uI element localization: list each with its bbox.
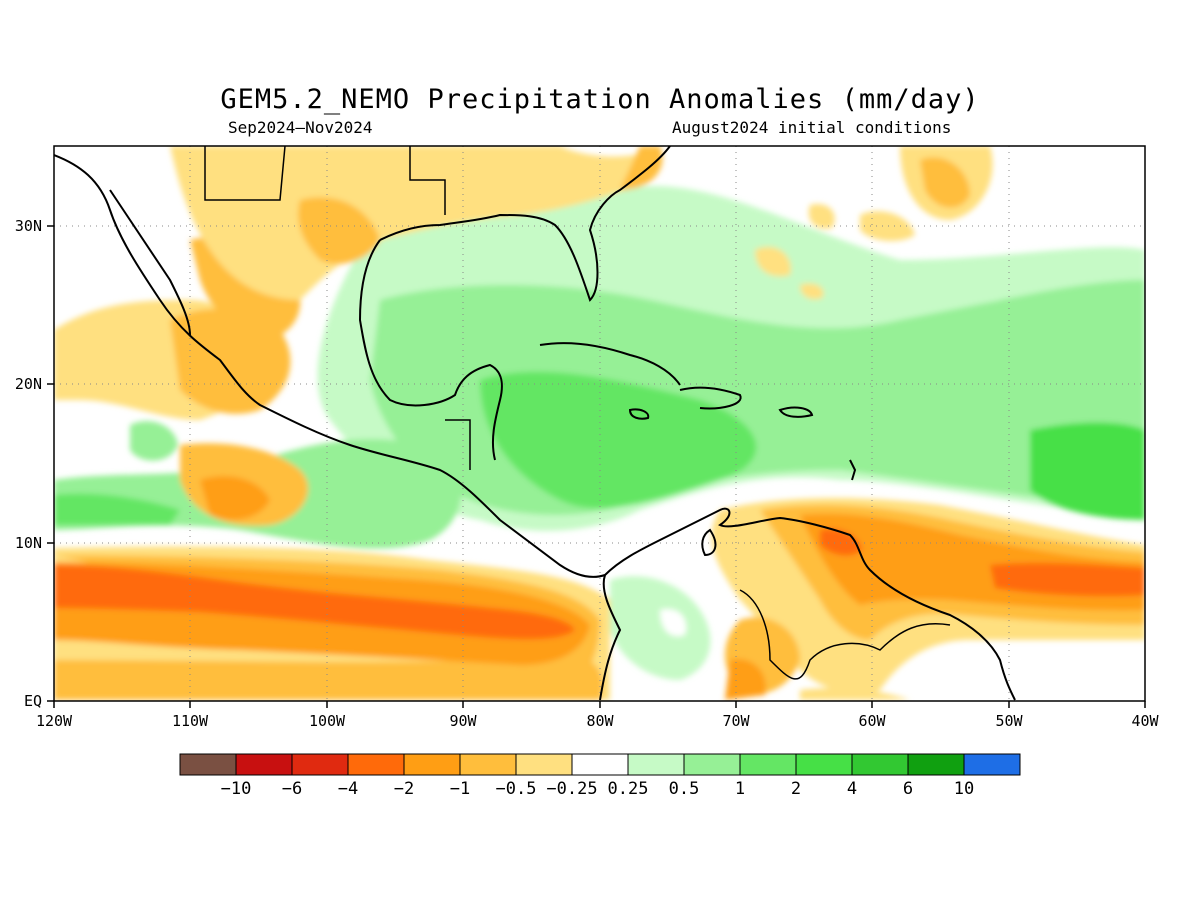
x-tick-label: 40W xyxy=(1131,712,1159,730)
x-tick-label: 100W xyxy=(309,712,346,730)
x-tick-label: 120W xyxy=(36,712,73,730)
x-tick-label: 60W xyxy=(858,712,886,730)
colorbar-label: −0.5 xyxy=(496,779,537,799)
colorbar-swatch xyxy=(235,753,293,776)
colorbar: −10 −6 −4 −2 −1 −0.5 −0.25 0.25 0.5 1 2 4 6 10 xyxy=(179,753,1021,799)
colorbar-swatch xyxy=(627,753,685,776)
coastlines xyxy=(54,146,1016,701)
y-tick-label: 20N xyxy=(15,375,42,393)
colorbar-swatch xyxy=(963,753,1021,776)
colorbar-label: −1 xyxy=(450,779,470,799)
colorbar-label: 4 xyxy=(847,779,857,799)
graticule xyxy=(54,146,1145,701)
colorbar-label: 1 xyxy=(735,779,745,799)
x-axis-labels: 120W 110W 100W 90W 80W 70W 60W 50W 40W xyxy=(36,712,1160,730)
colorbar-swatch xyxy=(515,753,573,776)
x-tick-label: 110W xyxy=(172,712,209,730)
colorbar-label: 0.5 xyxy=(669,779,700,799)
colorbar-swatch xyxy=(291,753,349,776)
colorbar-swatch xyxy=(851,753,909,776)
colorbar-label: −4 xyxy=(338,779,358,799)
colorbar-swatch xyxy=(347,753,405,776)
colorbar-label: 10 xyxy=(954,779,974,799)
y-tick-label: 30N xyxy=(15,217,42,235)
colorbar-label: −0.25 xyxy=(546,779,597,799)
colorbar-swatch xyxy=(571,753,629,776)
colorbar-swatch xyxy=(403,753,461,776)
anomaly-field xyxy=(54,146,1145,701)
colorbar-swatch xyxy=(683,753,741,776)
colorbar-label: −6 xyxy=(282,779,302,799)
colorbar-swatch xyxy=(179,753,237,776)
colorbar-label: −2 xyxy=(394,779,414,799)
y-axis-labels: 30N 20N 10N EQ xyxy=(15,217,42,710)
x-tick-label: 70W xyxy=(722,712,750,730)
y-tick-label: EQ xyxy=(24,692,42,710)
colorbar-label: −10 xyxy=(221,779,252,799)
colorbar-swatch xyxy=(459,753,517,776)
colorbar-label: 2 xyxy=(791,779,801,799)
tick-marks xyxy=(47,225,1146,708)
colorbar-label: 0.25 xyxy=(608,779,649,799)
map-title: GEM5.2_NEMO Precipitation Anomalies (mm/… xyxy=(220,84,980,115)
colorbar-swatch xyxy=(795,753,853,776)
colorbar-swatch xyxy=(739,753,797,776)
initial-conditions: August2024 initial conditions xyxy=(672,118,952,137)
x-tick-label: 50W xyxy=(995,712,1023,730)
colorbar-swatch xyxy=(907,753,965,776)
colorbar-label: 6 xyxy=(903,779,913,799)
x-tick-label: 80W xyxy=(586,712,614,730)
x-tick-label: 90W xyxy=(449,712,477,730)
forecast-period: Sep2024–Nov2024 xyxy=(228,118,373,137)
y-tick-label: 10N xyxy=(15,534,42,552)
